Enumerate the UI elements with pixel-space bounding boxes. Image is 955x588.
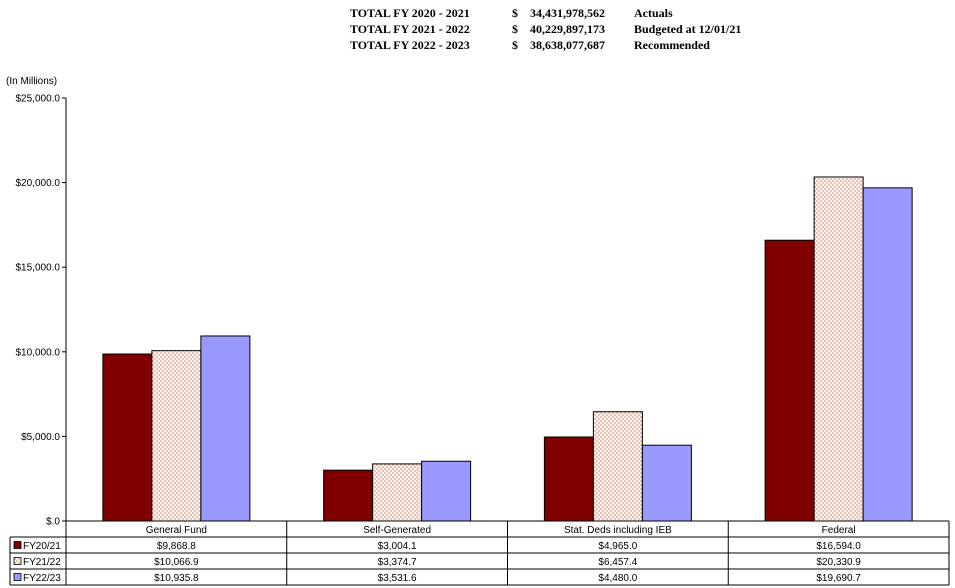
legend-series-name: FY21/22: [23, 557, 61, 568]
total-note: Budgeted at 12/01/21: [634, 22, 742, 36]
bar-fy20-21: [764, 239, 815, 522]
bar-fy21-22: [592, 411, 643, 522]
data-label: $3,374.7: [378, 557, 417, 568]
total-label: TOTAL FY 2022 - 2023: [350, 38, 470, 52]
legend-key: [13, 541, 22, 549]
bar-fy20-21: [323, 469, 374, 522]
legend-key: [13, 557, 22, 565]
total-label: TOTAL FY 2021 - 2022: [350, 22, 470, 36]
y-axis: $.0 $5,000.0 $10,000.0 $15,000.0 $20,000.0 $2…: [16, 94, 67, 528]
data-label: $20,330.9: [816, 557, 861, 568]
bar-fy21-22: [372, 463, 423, 522]
y-tick-label: $25,000.0: [16, 94, 61, 105]
total-amount: 38,638,077,687: [530, 38, 605, 52]
legend-key: [13, 573, 22, 581]
y-axis-label: (In Millions): [6, 76, 57, 87]
bar-fy22-23: [862, 187, 913, 522]
data-label: $9,868.8: [157, 541, 196, 552]
data-label: $19,690.7: [816, 573, 861, 584]
y-tick-label: $5,000.0: [21, 432, 60, 443]
total-amount: 40,229,897,173: [530, 22, 605, 36]
bar-fy22-23: [421, 460, 472, 522]
bars: [102, 176, 913, 522]
legend-series-name: FY20/21: [23, 541, 61, 552]
data-label: $16,594.0: [816, 541, 861, 552]
data-label: $3,004.1: [378, 541, 417, 552]
bar-fy22-23: [641, 444, 692, 522]
data-label: $10,935.8: [154, 573, 199, 584]
data-label: $10,066.9: [154, 557, 199, 568]
category-label: Federal: [822, 525, 856, 536]
total-note: Recommended: [634, 38, 710, 52]
bar-fy21-22: [151, 350, 202, 522]
y-tick-label: $15,000.0: [16, 263, 61, 274]
total-currency: $: [512, 6, 518, 20]
y-tick-label: $.0: [46, 517, 60, 528]
total-note: Actuals: [634, 6, 673, 20]
legend-series-name: FY22/23: [23, 573, 61, 584]
y-tick-label: $20,000.0: [16, 178, 61, 189]
total-amount: 34,431,978,562: [530, 6, 605, 20]
data-label: $6,457.4: [598, 557, 637, 568]
category-label: Stat. Deds including IEB: [564, 525, 672, 536]
total-label: TOTAL FY 2020 - 2021: [350, 6, 470, 20]
total-currency: $: [512, 22, 518, 36]
data-label: $4,965.0: [598, 541, 637, 552]
category-label: Self-Generated: [363, 525, 431, 536]
data-table: General Fund Self-Generated Stat. Deds inc…: [9, 520, 950, 586]
total-currency: $: [512, 38, 518, 52]
y-tick-label: $10,000.0: [16, 347, 61, 358]
data-label: $3,531.6: [378, 573, 417, 584]
data-label: $4,480.0: [598, 573, 637, 584]
bar-fy21-22: [813, 176, 864, 522]
category-label: General Fund: [146, 525, 207, 536]
bar-fy20-21: [543, 436, 594, 522]
bar-fy20-21: [102, 353, 153, 522]
bar-fy22-23: [200, 335, 251, 522]
